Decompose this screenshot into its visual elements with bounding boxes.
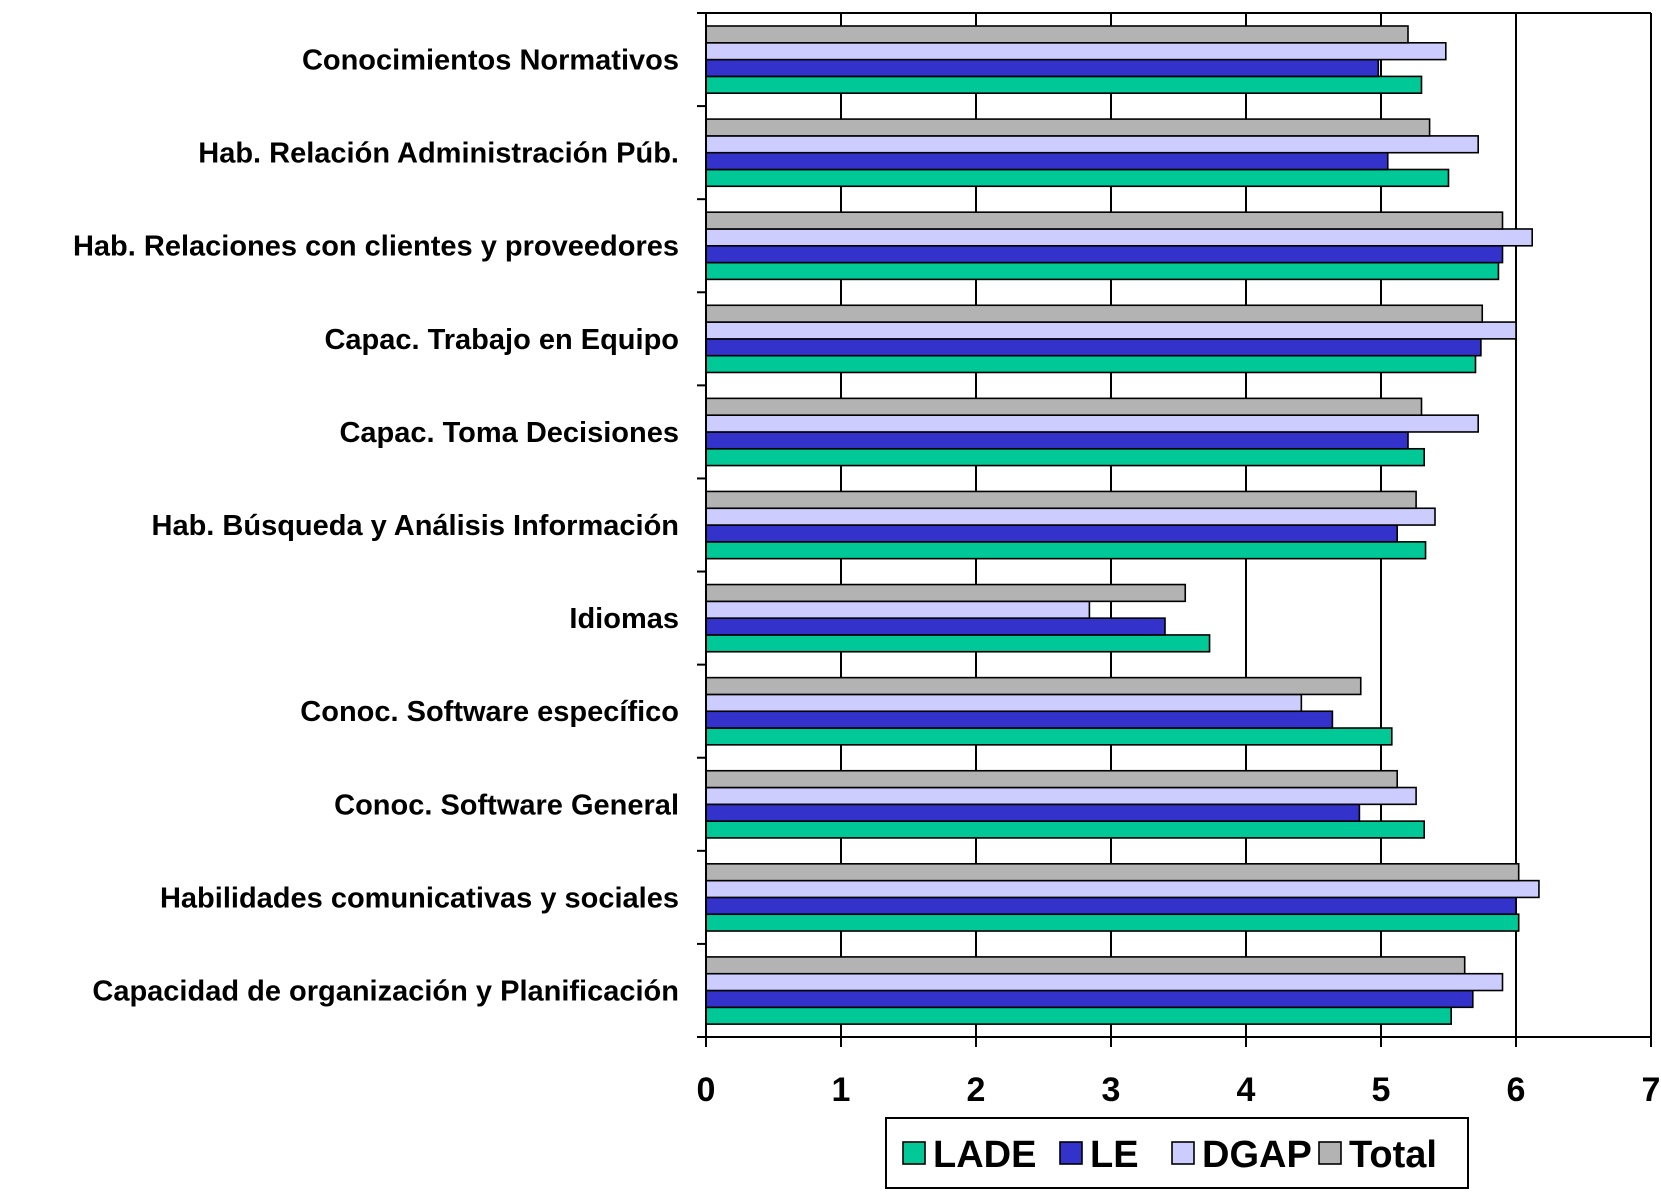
bar-le-9 — [705, 896, 1517, 916]
bar-dgap-4 — [705, 414, 1480, 433]
category-label: Capac. Toma Decisiones — [339, 417, 679, 449]
x-tick-label: 4 — [1237, 1071, 1256, 1109]
bar-dgap-10 — [705, 972, 1504, 992]
bar-le-7 — [705, 710, 1334, 729]
bar-dgap-9 — [705, 879, 1540, 899]
category-label: Hab. Relaciones con clientes y proveedor… — [73, 231, 679, 263]
bar-dgap-7 — [705, 693, 1303, 713]
legend-label-le: LE — [1090, 1134, 1139, 1176]
bar-total-7 — [705, 676, 1362, 696]
bar-lade-6 — [705, 634, 1211, 653]
bar-lade-4 — [705, 447, 1426, 467]
category-label: Conoc. Software específico — [300, 696, 679, 728]
category-label: Conocimientos Normativos — [302, 45, 679, 77]
bar-dgap-8 — [705, 786, 1417, 806]
bar-le-0 — [705, 58, 1380, 78]
legend-swatch-dgap — [1171, 1141, 1195, 1165]
bar-le-6 — [705, 617, 1166, 636]
bar-le-5 — [705, 524, 1399, 543]
x-tick-labels: 0 1 2 3 4 5 6 7 — [697, 1071, 1661, 1109]
bar-total-1 — [705, 118, 1431, 137]
bar-dgap-1 — [705, 135, 1480, 154]
bar-le-3 — [705, 338, 1482, 357]
bar-lade-8 — [705, 820, 1426, 839]
x-tick-label: 2 — [967, 1071, 986, 1109]
bar-total-8 — [705, 769, 1399, 789]
category-label: Conoc. Software General — [334, 789, 679, 821]
bar-total-5 — [705, 490, 1417, 510]
category-label: Idiomas — [569, 603, 679, 635]
bar-le-8 — [705, 803, 1361, 822]
bar-le-10 — [705, 989, 1474, 1009]
category-label: Capac. Trabajo en Equipo — [324, 324, 679, 356]
legend-label-dgap: DGAP — [1202, 1134, 1312, 1176]
x-tick-label: 7 — [1642, 1071, 1661, 1109]
category-label: Hab. Relación Administración Púb. — [198, 138, 679, 170]
bar-le-4 — [705, 431, 1409, 450]
bar-dgap-0 — [705, 41, 1447, 61]
bar-lade-5 — [705, 541, 1427, 560]
bar-total-10 — [705, 956, 1466, 975]
bar-lade-3 — [705, 354, 1477, 374]
legend-swatch-lade — [902, 1141, 926, 1165]
bar-dgap-5 — [705, 507, 1436, 526]
bar-dgap-2 — [705, 228, 1534, 247]
x-tick-label: 1 — [832, 1071, 851, 1109]
bar-dgap-6 — [705, 600, 1091, 619]
bar-le-1 — [705, 151, 1389, 171]
category-label: Habilidades comunicativas y sociales — [160, 882, 679, 914]
legend-label-total: Total — [1349, 1134, 1437, 1176]
bar-dgap-3 — [705, 321, 1517, 340]
bar-lade-0 — [705, 75, 1423, 95]
bar-total-0 — [705, 25, 1409, 44]
x-tick-label: 3 — [1102, 1071, 1121, 1109]
legend: LADE LE DGAP Total — [885, 1117, 1469, 1189]
bar-lade-2 — [705, 261, 1500, 281]
bar-total-9 — [705, 863, 1520, 882]
category-labels: Conocimientos Normativos Hab. Relación Ad… — [73, 45, 679, 1008]
x-tick-label: 5 — [1372, 1071, 1391, 1109]
bar-total-3 — [705, 304, 1484, 323]
legend-label-lade: LADE — [933, 1134, 1036, 1176]
bar-le-2 — [705, 244, 1504, 264]
legend-swatch-total — [1318, 1141, 1342, 1165]
x-tick-label: 6 — [1507, 1071, 1526, 1109]
bars-group — [705, 25, 1540, 1025]
bar-lade-7 — [705, 727, 1393, 746]
bar-total-6 — [705, 583, 1187, 603]
category-label: Capacidad de organización y Planificació… — [92, 975, 679, 1007]
axes — [697, 12, 1652, 1047]
bar-total-4 — [705, 397, 1423, 416]
legend-swatch-le — [1059, 1141, 1083, 1165]
bar-lade-9 — [705, 913, 1520, 932]
x-tick-label: 0 — [697, 1071, 716, 1109]
bar-lade-10 — [705, 1006, 1453, 1025]
category-label: Hab. Búsqueda y Análisis Información — [152, 510, 679, 542]
bar-total-2 — [705, 211, 1504, 230]
bar-lade-1 — [705, 168, 1450, 188]
